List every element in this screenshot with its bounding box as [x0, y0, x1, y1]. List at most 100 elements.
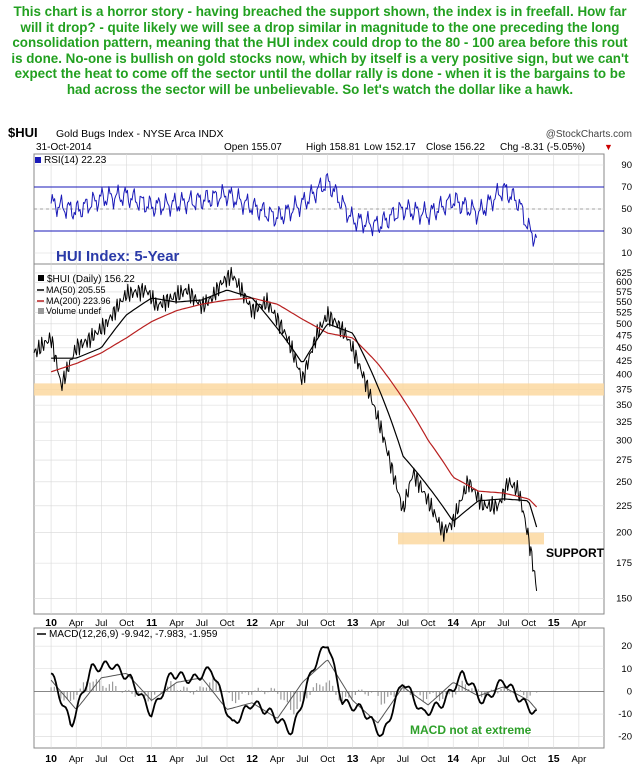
x-tick-label: Oct — [421, 618, 436, 629]
y-tick-label: -20 — [618, 732, 632, 743]
x-tick-label: Oct — [521, 754, 536, 765]
y-tick-label: 50 — [621, 204, 632, 215]
chart-date: 31-Oct-2014 — [36, 142, 92, 153]
macd-series — [50, 646, 538, 737]
y-tick-label: 200 — [616, 528, 632, 539]
rsi-grid — [34, 154, 604, 264]
y-tick-label: 400 — [616, 370, 632, 381]
x-tick-label: Oct — [521, 618, 536, 629]
x-tick-label: 12 — [246, 753, 258, 765]
x-tick-label: 11 — [146, 753, 157, 765]
low-value: Low 152.17 — [364, 142, 416, 153]
price-panel — [33, 263, 605, 615]
y-tick-label: 20 — [621, 641, 632, 652]
y-tick-label: 325 — [616, 417, 632, 428]
hui-index-title: HUI Index: 5-Year — [56, 248, 180, 265]
rsi-title: RSI(14) 22.23 — [44, 155, 107, 166]
rsi-y-axis: 90 70 50 30 10 — [621, 160, 632, 259]
rsi-series — [50, 173, 538, 247]
y-tick-label: 500 — [616, 319, 632, 330]
macd-x-axis: 10 Apr Jul Oct 11 Apr Jul Oct 12 Apr Jul Oct 13 Apr Ju… — [45, 753, 586, 765]
y-tick-label: 425 — [616, 356, 632, 367]
x-tick-label: Oct — [320, 618, 335, 629]
x-tick-label: Oct — [220, 754, 235, 765]
price-band — [398, 532, 544, 545]
x-tick-label: 15 — [548, 617, 560, 629]
y-tick-label: 550 — [616, 297, 632, 308]
x-tick-label: 14 — [447, 753, 459, 765]
macd-title: MACD(12,26,9) -9.942, -7.983, -1.959 — [49, 629, 218, 640]
price-bands — [34, 383, 604, 545]
y-tick-label: 625 — [616, 268, 632, 279]
x-tick-label: 10 — [45, 753, 57, 765]
x-tick-label: Apr — [169, 754, 184, 765]
y-tick-label: 70 — [621, 182, 632, 193]
y-tick-label: 300 — [616, 435, 632, 446]
x-tick-label: Apr — [571, 618, 586, 629]
x-tick-label: Jul — [196, 618, 208, 629]
commentary-text: This chart is a horror story - having br… — [11, 4, 629, 97]
close-value: Close 156.22 — [426, 142, 485, 153]
x-tick-label: Oct — [119, 754, 134, 765]
y-tick-label: 450 — [616, 343, 632, 354]
y-tick-label: 175 — [616, 558, 632, 569]
y-tick-label: 225 — [616, 501, 632, 512]
x-tick-label: Oct — [320, 754, 335, 765]
y-tick-label: 10 — [621, 248, 632, 259]
ma200-legend: MA(200) 223.96 — [46, 296, 111, 306]
x-tick-label: 15 — [548, 753, 560, 765]
price-series — [33, 266, 538, 591]
x-tick-label: Jul — [196, 754, 208, 765]
x-tick-label: Apr — [471, 754, 486, 765]
y-tick-label: 525 — [616, 308, 632, 319]
x-tick-label: Jul — [397, 618, 409, 629]
y-tick-label: -10 — [618, 709, 632, 720]
x-tick-label: Apr — [169, 618, 184, 629]
y-tick-label: 575 — [616, 287, 632, 298]
x-tick-label: Apr — [69, 618, 84, 629]
x-tick-label: Apr — [370, 754, 385, 765]
x-tick-label: Apr — [270, 618, 285, 629]
macd-annotation: MACD not at extreme — [410, 723, 532, 737]
x-tick-label: Apr — [571, 754, 586, 765]
support-label: SUPPORT — [546, 546, 605, 560]
stockcharts-watermark: @StockCharts.com — [546, 129, 632, 140]
x-tick-label: 13 — [347, 753, 359, 765]
high-value: High 158.81 — [306, 142, 360, 153]
rsi-line — [50, 173, 538, 247]
y-tick-label: 375 — [616, 384, 632, 395]
y-tick-label: 250 — [616, 477, 632, 488]
x-tick-label: Oct — [220, 618, 235, 629]
x-tick-label: Apr — [69, 754, 84, 765]
price-legend: $HUI (Daily) 156.22 — [47, 274, 135, 285]
volume-legend-swatch — [38, 308, 44, 314]
x-tick-label: Oct — [421, 754, 436, 765]
y-tick-label: 350 — [616, 400, 632, 411]
y-tick-label: 475 — [616, 331, 632, 342]
open-value: Open 155.07 — [224, 142, 282, 153]
price-x-axis: 10 Apr Jul Oct 11 Apr Jul Oct 12 Apr Jul Oct 13 Apr Ju… — [45, 617, 586, 629]
chart-name: Gold Bugs Index - NYSE Arca INDX — [56, 128, 224, 140]
ma50-line — [51, 289, 538, 528]
y-tick-label: 0 — [627, 686, 632, 697]
x-tick-label: Apr — [471, 618, 486, 629]
macd-line — [50, 646, 538, 737]
x-tick-label: Jul — [95, 754, 107, 765]
x-tick-label: Jul — [397, 754, 409, 765]
x-tick-label: 12 — [246, 617, 258, 629]
price-legend-swatch — [38, 275, 44, 281]
y-tick-label: 275 — [616, 455, 632, 466]
ma50-legend: MA(50) 205.55 — [46, 285, 106, 295]
y-tick-label: 600 — [616, 277, 632, 288]
x-tick-label: 11 — [146, 617, 157, 629]
rsi-legend-swatch — [35, 157, 41, 163]
x-tick-label: Jul — [296, 754, 308, 765]
volume-legend: Volume undef — [46, 306, 102, 316]
price-band — [34, 383, 604, 396]
y-tick-label: 30 — [621, 226, 632, 237]
x-tick-label: Apr — [270, 754, 285, 765]
hui-price-line — [33, 266, 538, 591]
ma200-line — [50, 297, 538, 508]
